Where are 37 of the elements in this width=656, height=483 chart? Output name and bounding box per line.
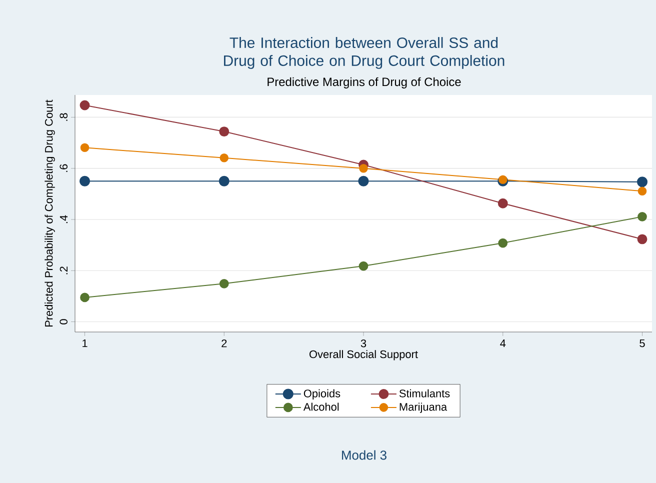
y-axis-title: Predicted Probability of Completing Drug Court bbox=[44, 100, 55, 326]
point bbox=[636, 176, 648, 188]
point bbox=[80, 143, 90, 152]
y-tick-label: .6 bbox=[60, 164, 68, 172]
y-tick-label: .8 bbox=[60, 113, 68, 121]
point bbox=[638, 186, 647, 196]
y-tick-label: .4 bbox=[60, 215, 68, 224]
x-tick-label: 1 bbox=[82, 340, 88, 348]
point bbox=[498, 238, 508, 248]
y-tick-label: .2 bbox=[60, 266, 68, 274]
point bbox=[80, 100, 90, 110]
text: Model 3 bbox=[342, 450, 386, 460]
x-tick-label: 4 bbox=[500, 340, 506, 348]
point bbox=[219, 126, 230, 137]
x-tick-label: 5 bbox=[640, 340, 645, 348]
x-tick-label: 2 bbox=[222, 340, 227, 348]
legend-label: Alcohol bbox=[303, 402, 339, 411]
point bbox=[79, 176, 90, 186]
point bbox=[359, 164, 368, 173]
legend-label: Stimulants bbox=[399, 389, 450, 398]
point bbox=[80, 292, 90, 302]
x-tick-label: 3 bbox=[360, 340, 366, 348]
legend-label: Opioids bbox=[304, 389, 340, 400]
x-axis-title: Overall Social Support bbox=[310, 350, 418, 360]
chart-subtitle: Predictive Margins of Drug of Choice bbox=[268, 77, 461, 88]
point bbox=[358, 176, 369, 186]
point bbox=[637, 234, 648, 244]
point bbox=[498, 198, 508, 208]
point bbox=[220, 153, 229, 162]
point bbox=[498, 175, 508, 184]
point bbox=[638, 212, 647, 222]
point bbox=[218, 176, 230, 186]
point bbox=[219, 278, 229, 288]
point bbox=[358, 261, 368, 271]
chart-title: The Interaction between Overall SS and Drug of Choice on Drug Court Completion bbox=[224, 37, 504, 69]
legend-label: Marijuana bbox=[400, 402, 448, 413]
y-tick-label: 0 bbox=[60, 319, 68, 324]
